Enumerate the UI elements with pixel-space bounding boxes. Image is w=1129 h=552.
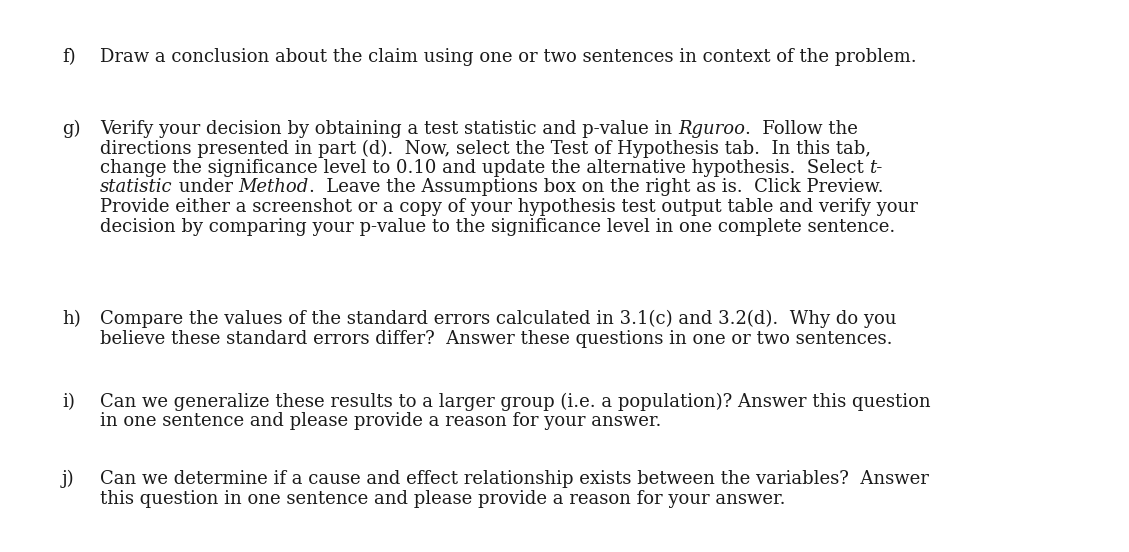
Text: in one sentence and please provide a reason for your answer.: in one sentence and please provide a rea… [100,412,662,431]
Text: t-: t- [869,159,883,177]
Text: h): h) [62,310,81,328]
Text: .  Leave the Assumptions box on the right as is.  Click Preview.: . Leave the Assumptions box on the right… [308,178,883,197]
Text: Can we generalize these results to a larger group (i.e. a population)? Answer th: Can we generalize these results to a lar… [100,393,930,411]
Text: Compare the values of the standard errors calculated in 3.1(c) and 3.2(d).  Why : Compare the values of the standard error… [100,310,896,328]
Text: under: under [173,178,238,197]
Text: believe these standard errors differ?  Answer these questions in one or two sent: believe these standard errors differ? An… [100,330,893,348]
Text: decision by comparing your p-value to the significance level in one complete sen: decision by comparing your p-value to th… [100,217,895,236]
Text: i): i) [62,393,75,411]
Text: Draw a conclusion about the claim using one or two sentences in context of the p: Draw a conclusion about the claim using … [100,48,917,66]
Text: Can we determine if a cause and effect relationship exists between the variables: Can we determine if a cause and effect r… [100,470,929,488]
Text: f): f) [62,48,76,66]
Text: g): g) [62,120,80,138]
Text: statistic: statistic [100,178,173,197]
Text: j): j) [62,470,75,489]
Text: change the significance level to 0.10 and update the alternative hypothesis.  Se: change the significance level to 0.10 an… [100,159,869,177]
Text: .  Follow the: . Follow the [745,120,858,138]
Text: directions presented in part (d).  Now, select the Test of Hypothesis tab.  In t: directions presented in part (d). Now, s… [100,140,870,158]
Text: Method: Method [238,178,308,197]
Text: Verify your decision by obtaining a test statistic and p-value in: Verify your decision by obtaining a test… [100,120,677,138]
Text: this question in one sentence and please provide a reason for your answer.: this question in one sentence and please… [100,490,786,507]
Text: Provide either a screenshot or a copy of your hypothesis test output table and v: Provide either a screenshot or a copy of… [100,198,918,216]
Text: Rguroo: Rguroo [677,120,745,138]
